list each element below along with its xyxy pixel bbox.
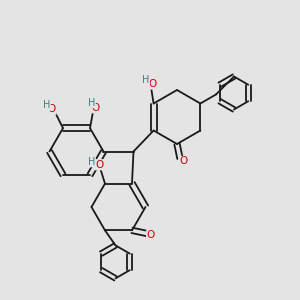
Text: O: O <box>147 230 155 240</box>
Text: H: H <box>142 75 149 85</box>
Text: O: O <box>148 79 157 89</box>
Text: O: O <box>92 103 100 113</box>
Text: H: H <box>43 100 50 110</box>
Text: O: O <box>95 160 103 170</box>
Text: H: H <box>88 157 95 167</box>
Text: O: O <box>179 156 188 167</box>
Text: O: O <box>48 104 56 114</box>
Text: H: H <box>88 98 95 108</box>
